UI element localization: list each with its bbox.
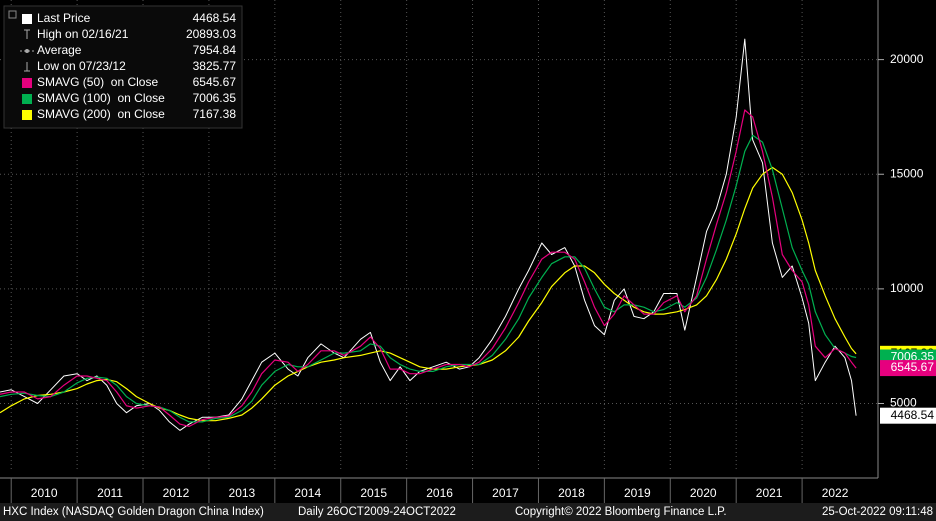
legend-stat-value: 20893.03 — [186, 27, 236, 41]
legend-box — [3, 5, 243, 129]
legend-value: 6545.67 — [193, 75, 237, 89]
footer-bar — [0, 503, 936, 521]
x-tick-label: 2019 — [624, 486, 651, 500]
footer-timestamp: 25-Oct-2022 09:11:48 — [822, 506, 933, 518]
end-label-box — [880, 360, 936, 377]
y-tick-label: 10000 — [890, 281, 924, 295]
x-tick-label: 2013 — [229, 486, 256, 500]
series-line — [0, 166, 857, 422]
x-tick-label: 2016 — [426, 486, 453, 500]
axes: 5000 10000 15000 20000 2010 2011 2012 2013 2014 2… — [10, 52, 924, 503]
footer-copyright: Copyright© 2022 Bloomberg Finance L.P. — [515, 506, 727, 518]
series-line — [0, 109, 857, 427]
legend-stat-value: 3825.77 — [193, 59, 237, 73]
legend-stat-value: 7954.84 — [193, 43, 237, 57]
x-tick-label: 2018 — [558, 486, 585, 500]
x-tick-label: 2022 — [822, 486, 849, 500]
end-label: 6545.67 — [891, 360, 935, 374]
x-tick-label: 2014 — [294, 486, 321, 500]
legend: Last Price 4468.54 High on 02/16/21 20893.0… — [3, 5, 243, 129]
footer-range: Daily 26OCT2009-24OCT2022 — [298, 506, 456, 518]
y-tick-label: 20000 — [890, 52, 924, 66]
legend-stat-label: Average — [37, 43, 82, 57]
legend-swatch — [22, 78, 32, 88]
x-tick-label: 2020 — [690, 486, 717, 500]
legend-label: SMAVG (50) on Close — [37, 75, 158, 89]
x-tick-label: 2015 — [360, 486, 387, 500]
legend-icon — [25, 49, 29, 53]
legend-label: SMAVG (200) on Close — [37, 107, 165, 121]
legend-collapse — [8, 10, 17, 19]
x-tick-label: 2012 — [163, 486, 190, 500]
legend-swatch — [22, 110, 32, 120]
x-tick-label: 2021 — [756, 486, 783, 500]
y-tick-label: 15000 — [890, 166, 924, 180]
legend-value: 7167.38 — [193, 107, 237, 121]
legend-stat-label: Low on 07/23/12 — [37, 59, 126, 73]
x-tick-label: 2017 — [492, 486, 519, 500]
end-label: 4468.54 — [891, 408, 935, 422]
y-tick-label: 5000 — [890, 396, 917, 410]
legend-value: 7006.35 — [193, 91, 237, 105]
x-tick-label: 2011 — [97, 486, 123, 500]
legend-stat-label: High on 02/16/21 — [37, 27, 129, 41]
legend-label: SMAVG (100) on Close — [37, 91, 165, 105]
plot-lines — [0, 38, 857, 431]
end-label-box — [880, 407, 936, 424]
x-tick-label: 2010 — [31, 486, 58, 500]
footer-ticker: HXC Index (NASDAQ Golden Dragon China In… — [3, 506, 264, 518]
legend-swatch — [22, 94, 32, 104]
legend-value: 4468.54 — [193, 11, 237, 25]
legend-label: Last Price — [37, 11, 91, 25]
legend-swatch — [22, 14, 32, 24]
